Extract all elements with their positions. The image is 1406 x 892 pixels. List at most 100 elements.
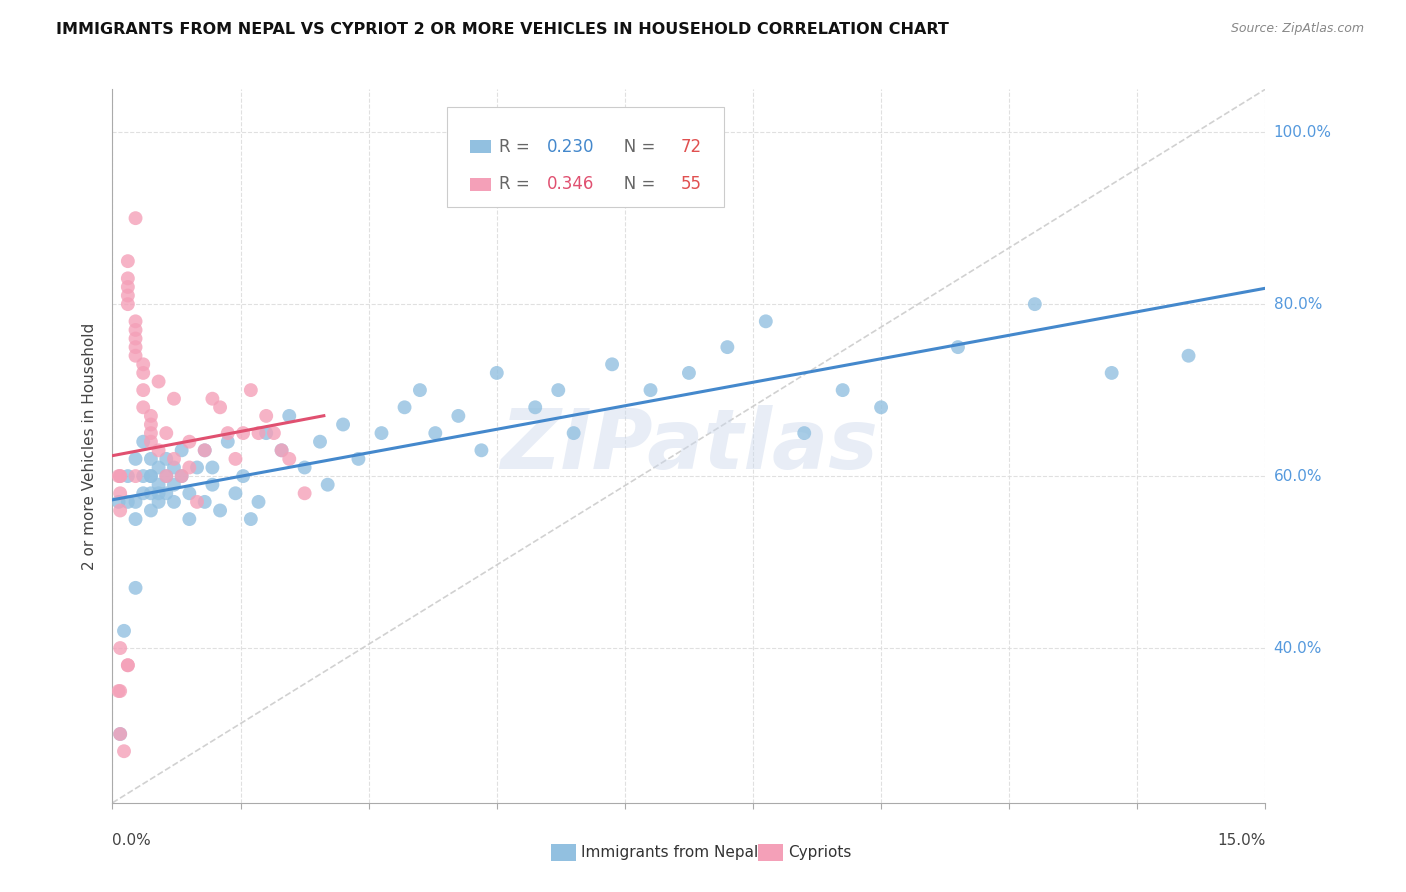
Point bbox=[148, 460, 170, 475]
Point bbox=[755, 314, 778, 328]
Point bbox=[600, 357, 623, 371]
Text: 0.346: 0.346 bbox=[547, 176, 595, 194]
Point bbox=[117, 658, 139, 673]
Bar bbox=[470, 178, 491, 191]
Point bbox=[217, 434, 239, 449]
Point bbox=[186, 495, 208, 509]
Point bbox=[117, 297, 139, 311]
Text: 0.0%: 0.0% bbox=[112, 833, 152, 848]
Point bbox=[139, 486, 162, 500]
Text: 60.0%: 60.0% bbox=[1274, 468, 1322, 483]
Point bbox=[117, 658, 139, 673]
Point bbox=[179, 486, 201, 500]
Point bbox=[716, 340, 738, 354]
Point bbox=[347, 451, 370, 466]
Point bbox=[148, 443, 170, 458]
Point bbox=[170, 443, 193, 458]
Point bbox=[201, 460, 224, 475]
Text: R =: R = bbox=[499, 176, 534, 194]
Text: 15.0%: 15.0% bbox=[1218, 833, 1265, 848]
Point bbox=[132, 383, 155, 397]
Point bbox=[224, 486, 246, 500]
Point bbox=[316, 477, 339, 491]
Text: R =: R = bbox=[499, 137, 534, 156]
Point bbox=[124, 340, 146, 354]
Point bbox=[139, 469, 162, 483]
Point bbox=[117, 271, 139, 285]
Point bbox=[124, 495, 146, 509]
Point bbox=[524, 401, 547, 415]
Text: Immigrants from Nepal: Immigrants from Nepal bbox=[581, 846, 758, 860]
Point bbox=[179, 460, 201, 475]
Text: N =: N = bbox=[609, 137, 661, 156]
Point bbox=[946, 340, 969, 354]
Text: 0.230: 0.230 bbox=[547, 137, 595, 156]
Point bbox=[108, 727, 131, 741]
Point bbox=[485, 366, 508, 380]
Point bbox=[155, 469, 177, 483]
Point bbox=[409, 383, 432, 397]
Point bbox=[108, 486, 131, 500]
Text: Cypriots: Cypriots bbox=[789, 846, 852, 860]
Point bbox=[332, 417, 354, 432]
Point bbox=[254, 426, 277, 441]
Text: Source: ZipAtlas.com: Source: ZipAtlas.com bbox=[1230, 22, 1364, 36]
Point bbox=[107, 684, 129, 698]
Point bbox=[201, 477, 224, 491]
Point bbox=[124, 349, 146, 363]
Point bbox=[155, 451, 177, 466]
Point bbox=[278, 409, 301, 423]
Y-axis label: 2 or more Vehicles in Household: 2 or more Vehicles in Household bbox=[82, 322, 97, 570]
Point bbox=[148, 375, 170, 389]
Point bbox=[107, 469, 129, 483]
Point bbox=[194, 495, 217, 509]
Text: 40.0%: 40.0% bbox=[1274, 640, 1322, 656]
Point bbox=[132, 366, 155, 380]
Point bbox=[194, 443, 217, 458]
Point bbox=[209, 503, 232, 517]
Point bbox=[278, 451, 301, 466]
Point bbox=[139, 503, 162, 517]
Point bbox=[425, 426, 447, 441]
Bar bbox=[551, 844, 576, 862]
Point bbox=[370, 426, 392, 441]
Point bbox=[186, 460, 208, 475]
Point bbox=[247, 426, 270, 441]
Point bbox=[107, 495, 129, 509]
Point bbox=[139, 469, 162, 483]
Point bbox=[163, 477, 186, 491]
Point bbox=[470, 443, 492, 458]
Point bbox=[108, 503, 131, 517]
Bar bbox=[758, 844, 783, 862]
Point bbox=[132, 469, 155, 483]
Point bbox=[239, 512, 262, 526]
Point bbox=[179, 434, 201, 449]
Point bbox=[117, 495, 139, 509]
Point bbox=[108, 469, 131, 483]
Point bbox=[163, 495, 186, 509]
FancyBboxPatch shape bbox=[447, 107, 724, 207]
Point bbox=[270, 443, 292, 458]
Point bbox=[209, 401, 232, 415]
Point bbox=[247, 495, 270, 509]
Text: ZIPatlas: ZIPatlas bbox=[501, 406, 877, 486]
Point bbox=[124, 211, 146, 226]
Point bbox=[793, 426, 815, 441]
Point bbox=[124, 451, 146, 466]
Point bbox=[163, 451, 186, 466]
Point bbox=[148, 477, 170, 491]
Point bbox=[139, 417, 162, 432]
Point bbox=[117, 280, 139, 294]
Point bbox=[194, 443, 217, 458]
Point bbox=[239, 383, 262, 397]
Point bbox=[148, 486, 170, 500]
Point bbox=[132, 486, 155, 500]
Point bbox=[870, 401, 893, 415]
Point bbox=[139, 451, 162, 466]
Point bbox=[108, 469, 131, 483]
Point bbox=[124, 512, 146, 526]
Point bbox=[562, 426, 585, 441]
Point bbox=[139, 434, 162, 449]
Point bbox=[139, 426, 162, 441]
Point bbox=[124, 314, 146, 328]
